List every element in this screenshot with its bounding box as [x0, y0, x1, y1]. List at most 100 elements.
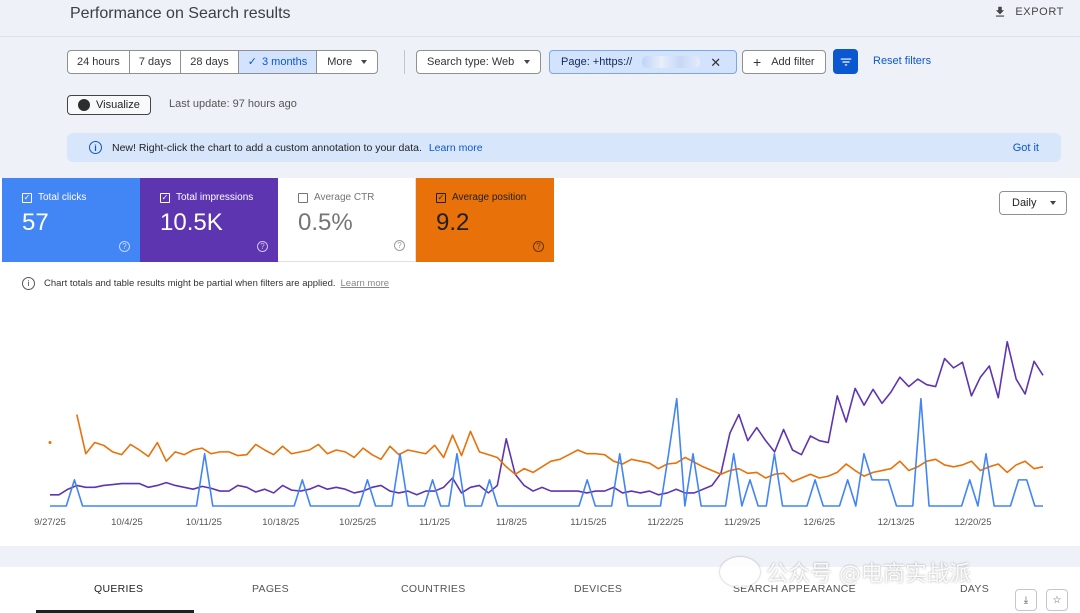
page-filter-chip[interactable]: Page: +https:// ✕	[549, 50, 737, 74]
x-tick-label: 9/27/25	[34, 517, 66, 528]
caret-down-icon	[1050, 201, 1056, 205]
banner-learn-more-link[interactable]: Learn more	[428, 141, 483, 154]
metric-label: Average CTR	[314, 192, 375, 203]
x-tick-label: 12/6/25	[803, 517, 835, 528]
date-option-label: More	[327, 56, 353, 68]
annotation-banner: i New! Right-click the chart to add a cu…	[67, 133, 1061, 162]
date-option-3-months[interactable]: ✓ 3 months	[238, 51, 318, 73]
performance-chart[interactable]: 9/27/25 10/4/25 10/11/25 10/18/25 10/25/25 11…	[0, 178, 1080, 546]
caret-down-icon	[524, 60, 531, 64]
granularity-select[interactable]: Daily	[999, 191, 1067, 215]
last-update-text: Last update: 97 hours ago	[169, 98, 297, 110]
metric-value: 57	[22, 209, 49, 236]
series-line-total-clicks	[50, 397, 1043, 507]
series-point	[48, 441, 52, 445]
metric-label: Total impressions	[176, 192, 254, 203]
active-tab-indicator	[36, 610, 194, 613]
check-icon: ✓	[247, 56, 257, 68]
visualize-label: Visualize	[96, 99, 140, 111]
watermark-text: 公众号 @电商实战派	[766, 562, 971, 587]
metric-average-ctr[interactable]: Average CTR 0.5% ?	[278, 178, 416, 262]
x-tick-label: 11/1/25	[419, 517, 450, 528]
performance-card: ✓ Total clicks 57 ? ✓ Total impressions 10…	[0, 178, 1080, 546]
filter-settings-button[interactable]	[833, 49, 858, 74]
page-filter-label: Page: +https://	[561, 56, 633, 68]
date-range-selector: 24 hours 7 days 28 days ✓ 3 months More	[67, 50, 379, 74]
partial-note-learn-more-link[interactable]: Learn more	[340, 278, 390, 289]
got-it-button[interactable]: Got it	[1012, 141, 1039, 154]
caret-down-icon	[361, 60, 368, 64]
metric-value: 10.5K	[160, 209, 223, 236]
add-filter-label: Add filter	[771, 56, 815, 68]
tab-search-appearance[interactable]: SEARCH APPEARANCE	[733, 583, 856, 595]
wechat-logo-icon	[720, 557, 760, 587]
add-filter-button[interactable]: + Add filter	[742, 50, 826, 74]
date-option-label: 24 hours	[77, 56, 120, 68]
x-tick-label: 11/22/25	[647, 517, 683, 528]
info-icon: i	[22, 277, 35, 290]
filter-list-icon	[840, 58, 851, 65]
metric-label: Total clicks	[38, 192, 87, 203]
export-label: EXPORT	[1015, 6, 1064, 18]
help-icon[interactable]: ?	[257, 241, 268, 252]
metric-total-impressions[interactable]: ✓ Total impressions 10.5K ?	[140, 178, 278, 262]
help-icon[interactable]: ?	[119, 241, 130, 252]
search-type-label: Search type: Web	[427, 56, 515, 68]
date-option-7-days[interactable]: 7 days	[130, 51, 182, 73]
visualize-logo-icon	[78, 99, 90, 111]
partial-note-text: Chart totals and table results might be …	[44, 278, 336, 289]
tab-queries[interactable]: QUERIES	[94, 583, 144, 595]
metric-total-clicks[interactable]: ✓ Total clicks 57 ?	[2, 178, 140, 262]
header-divider	[0, 36, 1080, 37]
tab-days[interactable]: DAYS	[960, 583, 990, 595]
filter-divider	[404, 50, 405, 74]
tab-devices[interactable]: DEVICES	[574, 583, 623, 595]
x-tick-label: 12/20/25	[955, 517, 992, 528]
date-option-label: 7 days	[138, 56, 172, 68]
help-icon[interactable]: ?	[533, 241, 544, 252]
redacted-url	[642, 56, 701, 68]
date-option-24-hours[interactable]: 24 hours	[68, 51, 130, 73]
metric-label: Average position	[452, 192, 527, 203]
plus-icon: +	[753, 54, 762, 70]
tab-countries[interactable]: COUNTRIES	[401, 583, 466, 595]
partial-results-note: i Chart totals and table results might b…	[22, 277, 389, 290]
banner-text: New! Right-click the chart to add a cust…	[112, 141, 422, 154]
info-icon: i	[89, 141, 102, 154]
x-tick-label: 11/8/25	[496, 517, 527, 528]
watermark: 公众号 @电商实战派	[720, 556, 971, 588]
x-tick-label: 11/29/25	[724, 517, 760, 528]
reset-filters-link[interactable]: Reset filters	[873, 55, 932, 67]
x-tick-label: 10/25/25	[339, 517, 376, 528]
x-tick-label: 10/11/25	[186, 517, 222, 528]
checkbox-checked-icon[interactable]: ✓	[22, 192, 32, 203]
date-option-label: 28 days	[190, 56, 229, 68]
x-tick-label: 11/15/25	[570, 517, 606, 528]
tab-pages[interactable]: PAGES	[252, 583, 289, 595]
metric-value: 0.5%	[298, 209, 353, 236]
download-icon[interactable]: ⤓	[1015, 589, 1037, 611]
export-button[interactable]: EXPORT	[993, 5, 1064, 19]
metric-value: 9.2	[436, 209, 470, 236]
date-option-28-days[interactable]: 28 days	[181, 51, 239, 73]
x-tick-label: 10/18/25	[262, 517, 299, 528]
star-icon[interactable]: ☆	[1046, 589, 1068, 611]
metric-average-position[interactable]: ✓ Average position 9.2 ?	[416, 178, 554, 262]
x-tick-label: 12/13/25	[878, 517, 915, 528]
checkbox-checked-icon[interactable]: ✓	[436, 192, 446, 203]
banner-message: New! Right-click the chart to add a cust…	[112, 142, 483, 154]
help-icon[interactable]: ?	[394, 240, 405, 251]
page-title: Performance on Search results	[70, 5, 291, 22]
series-line-total-impressions	[50, 340, 1044, 496]
date-option-label: 3 months	[261, 56, 308, 68]
visualize-button[interactable]: Visualize	[67, 95, 151, 115]
close-icon[interactable]: ✕	[710, 54, 722, 70]
x-tick-label: 10/4/25	[111, 517, 143, 528]
download-icon	[996, 6, 1005, 17]
granularity-value: Daily	[1012, 197, 1037, 209]
checkbox-checked-icon[interactable]: ✓	[160, 192, 170, 203]
search-type-filter[interactable]: Search type: Web	[416, 50, 542, 74]
checkbox-unchecked-icon[interactable]	[298, 192, 308, 203]
date-option-more[interactable]: More	[317, 51, 377, 73]
series-line-average-position	[76, 414, 1044, 483]
